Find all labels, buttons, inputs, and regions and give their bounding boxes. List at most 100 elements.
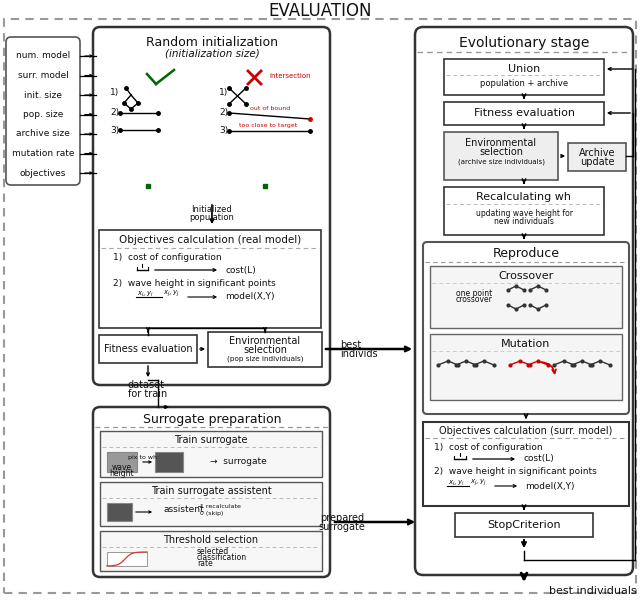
Text: →  surrogate: → surrogate	[210, 457, 267, 466]
Text: 2)  wave height in significant points: 2) wave height in significant points	[434, 468, 596, 476]
Text: updating wave height for: updating wave height for	[476, 208, 573, 217]
Text: assistent: assistent	[163, 504, 204, 513]
Bar	[107, 452, 137, 472]
Text: Crossover: Crossover	[499, 271, 554, 281]
Text: 1): 1)	[110, 88, 119, 97]
Bar	[99, 62, 323, 202]
Text: Objectives calculation (real model): Objectives calculation (real model)	[119, 235, 301, 245]
Text: population + archive: population + archive	[480, 80, 568, 88]
Text: (pop size individuals): (pop size individuals)	[227, 356, 303, 362]
Text: Fitness evaluation: Fitness evaluation	[104, 344, 192, 354]
Text: archive size: archive size	[16, 130, 70, 138]
Text: intersection: intersection	[269, 73, 310, 79]
Bar	[568, 143, 626, 171]
Text: Initialized: Initialized	[191, 205, 232, 214]
Text: too close to target: too close to target	[239, 124, 297, 128]
FancyBboxPatch shape	[423, 242, 629, 414]
Text: Objectives calculation (surr. model): Objectives calculation (surr. model)	[439, 426, 612, 436]
Text: individs: individs	[340, 349, 378, 359]
Text: Train surrogate assistent: Train surrogate assistent	[150, 486, 271, 496]
Bar	[444, 187, 604, 235]
Text: Evolutionary stage: Evolutionary stage	[459, 36, 589, 50]
Text: dataset: dataset	[128, 380, 165, 390]
Text: prepared: prepared	[320, 513, 364, 523]
Text: 1)  cost of configuration: 1) cost of configuration	[434, 443, 543, 452]
Text: Union: Union	[508, 64, 540, 74]
Text: best: best	[340, 340, 361, 350]
Text: Environmental: Environmental	[229, 336, 301, 346]
Bar	[423, 422, 629, 506]
Text: 1)  cost of configuration: 1) cost of configuration	[113, 253, 221, 262]
Text: StopCriterion: StopCriterion	[487, 520, 561, 530]
Text: surr. model: surr. model	[17, 71, 68, 80]
Text: 2)  wave height in significant points: 2) wave height in significant points	[113, 278, 276, 287]
Text: selection: selection	[243, 345, 287, 355]
Text: pop. size: pop. size	[23, 110, 63, 119]
Text: Reproduce: Reproduce	[493, 247, 559, 261]
Text: 2): 2)	[219, 108, 228, 118]
Text: Archive: Archive	[579, 148, 615, 158]
Bar	[430, 334, 622, 400]
FancyBboxPatch shape	[93, 27, 330, 385]
Text: mutation rate: mutation rate	[12, 149, 74, 158]
Text: $x_i,y_i$: $x_i,y_i$	[137, 289, 154, 298]
Text: (archive size individuals): (archive size individuals)	[458, 159, 545, 165]
Text: crossover: crossover	[456, 295, 492, 304]
Text: update: update	[580, 157, 614, 167]
Text: objectives: objectives	[20, 169, 66, 177]
Text: pix to wh: pix to wh	[129, 456, 157, 460]
Text: init. size: init. size	[24, 91, 62, 99]
Bar	[444, 102, 604, 125]
Text: Random initialization: Random initialization	[146, 37, 278, 49]
Text: selection: selection	[479, 147, 523, 157]
Bar	[215, 67, 319, 195]
Bar	[100, 431, 322, 477]
Bar	[455, 513, 593, 537]
Text: height: height	[109, 470, 134, 479]
Text: model(X,Y): model(X,Y)	[225, 292, 275, 301]
Text: (initialization size): (initialization size)	[164, 49, 259, 59]
Text: 0 (skip): 0 (skip)	[200, 512, 223, 516]
FancyBboxPatch shape	[93, 407, 330, 577]
Bar	[430, 266, 622, 328]
Text: model(X,Y): model(X,Y)	[525, 482, 575, 490]
Text: population: population	[189, 213, 234, 222]
Text: surrogate: surrogate	[319, 522, 365, 532]
Text: EVALUATION: EVALUATION	[268, 2, 372, 20]
Text: 3): 3)	[219, 125, 228, 135]
Text: classification: classification	[197, 552, 247, 561]
Bar	[99, 230, 321, 328]
Text: Train surrogate: Train surrogate	[174, 435, 248, 445]
Text: for train: for train	[128, 389, 167, 399]
Bar	[99, 335, 197, 363]
Bar	[155, 452, 183, 472]
Text: selected: selected	[197, 546, 229, 555]
Bar	[100, 482, 322, 526]
Text: cost(L): cost(L)	[524, 454, 555, 463]
Text: wave: wave	[112, 463, 132, 473]
Text: $x_i,y_i$: $x_i,y_i$	[448, 479, 465, 488]
Text: $x_j,y_j$: $x_j,y_j$	[163, 289, 180, 299]
Bar	[444, 59, 604, 95]
Text: best individuals: best individuals	[549, 586, 637, 596]
Bar	[107, 503, 132, 521]
Text: one point: one point	[456, 289, 492, 298]
Text: new individuals: new individuals	[494, 217, 554, 225]
Text: $x_j,y_j$: $x_j,y_j$	[470, 477, 487, 488]
Text: 2): 2)	[110, 108, 119, 118]
Bar	[100, 531, 322, 571]
Text: Mutation: Mutation	[501, 339, 550, 349]
Text: Threshold selection: Threshold selection	[163, 535, 259, 545]
Text: Environmental: Environmental	[465, 138, 536, 148]
Text: cost(L): cost(L)	[226, 266, 257, 275]
Text: Recalculating wh: Recalculating wh	[477, 192, 572, 202]
Text: Surrogate preparation: Surrogate preparation	[143, 412, 281, 426]
Text: 3): 3)	[110, 125, 119, 135]
Text: 1): 1)	[219, 88, 228, 97]
Bar	[104, 67, 211, 195]
Text: 1 recalculate: 1 recalculate	[200, 504, 241, 510]
Bar	[107, 552, 147, 566]
Text: rate: rate	[197, 558, 212, 568]
FancyBboxPatch shape	[415, 27, 633, 575]
Bar	[208, 332, 322, 367]
